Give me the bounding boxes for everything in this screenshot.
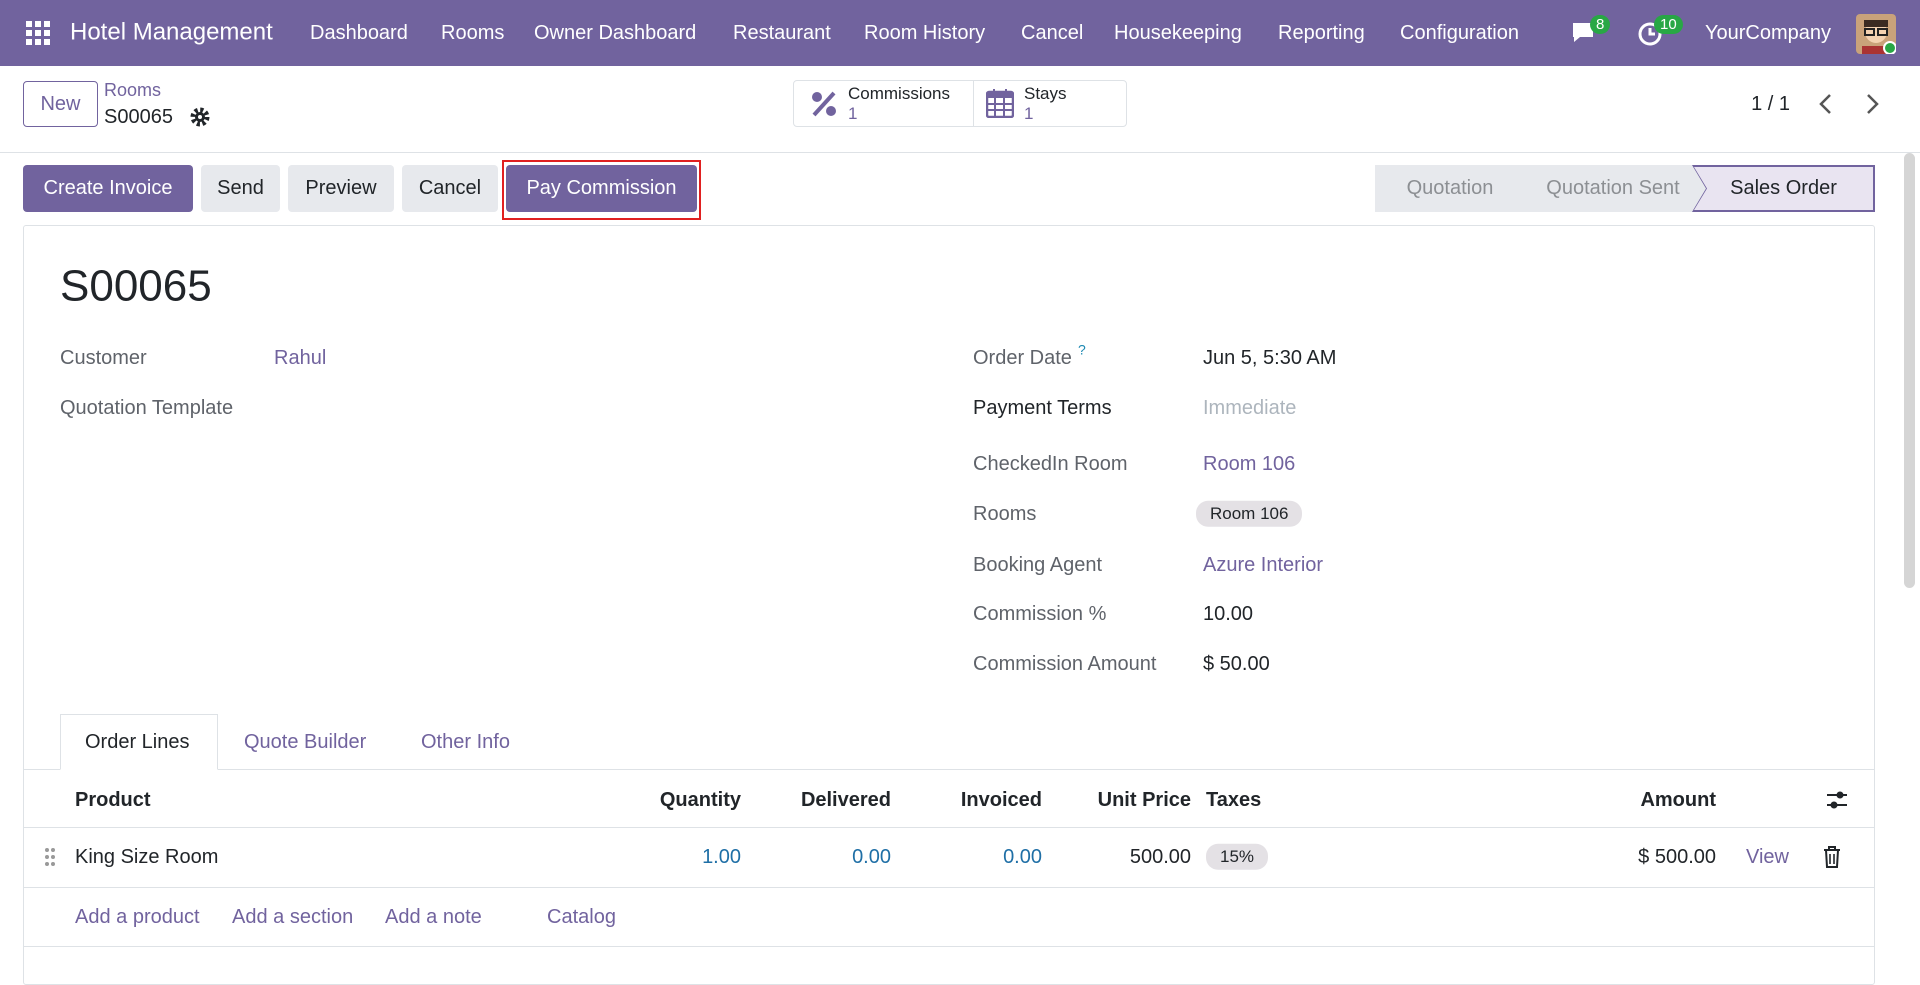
field-label: CheckedIn Room (973, 453, 1128, 475)
row-border (23, 946, 1875, 947)
activity-icon[interactable] (1638, 21, 1664, 47)
calendar-icon (986, 89, 1014, 118)
field-value: 10.00 (1203, 603, 1254, 625)
active-tab (60, 714, 218, 770)
add-link[interactable]: Catalog (547, 906, 616, 928)
menu-item[interactable]: Rooms (441, 22, 505, 44)
row-border (23, 827, 1875, 828)
gear-icon[interactable] (190, 107, 210, 127)
field-label: Booking Agent (973, 554, 1102, 576)
add-link[interactable]: Add a product (75, 906, 200, 928)
tag: Room 106 (1196, 500, 1303, 528)
smart-buttons (793, 80, 1127, 127)
column-header[interactable]: Invoiced (960, 789, 1042, 811)
delete-icon[interactable] (1823, 846, 1841, 868)
field-label: Commission Amount (973, 653, 1157, 675)
status-label[interactable]: Quotation Sent (1546, 177, 1680, 199)
column-header[interactable]: Unit Price (1097, 789, 1191, 811)
cell[interactable]: 0.00 (852, 846, 891, 868)
action-button[interactable]: Send (201, 165, 280, 212)
record-name: S00065 (104, 106, 173, 128)
cell: $ 500.00 (1638, 846, 1716, 868)
field-value[interactable]: Azure Interior (1203, 554, 1324, 576)
field-label: Order Date (973, 347, 1072, 369)
field-value[interactable]: Room 106 (1203, 453, 1296, 475)
record-title: S00065 (60, 261, 212, 311)
highlight-box (502, 160, 701, 220)
field-label: Quotation Template (60, 397, 234, 419)
cell: King Size Room (75, 846, 219, 868)
row-border (23, 887, 1875, 888)
tab-border (23, 769, 1875, 770)
field-label: Commission % (973, 603, 1107, 625)
field-value: Immediate (1203, 397, 1297, 419)
action-button[interactable]: Create Invoice (23, 165, 193, 212)
row-action[interactable]: View (1746, 846, 1789, 868)
menu-item[interactable]: Dashboard (310, 22, 408, 44)
action-button[interactable]: Preview (288, 165, 394, 212)
menu-item[interactable]: Housekeeping (1114, 22, 1242, 44)
field-value: Jun 5, 5:30 AM (1203, 347, 1337, 369)
add-link[interactable]: Add a section (232, 906, 354, 928)
field-value[interactable]: Rahul (274, 347, 327, 369)
chat-icon[interactable] (1570, 20, 1598, 46)
help-marker[interactable]: ? (1078, 341, 1086, 358)
navbar: Hotel Management 8 10 YourCompany Dashbo… (0, 0, 1920, 66)
cell: 500.00 (1129, 846, 1191, 868)
cell[interactable]: 0.00 (1003, 846, 1042, 868)
status-label[interactable]: Quotation (1406, 177, 1494, 199)
control-panel: New Rooms S00065 1 / 1 Commissions 1 Stays… (0, 66, 1920, 153)
menu-item[interactable]: Owner Dashboard (534, 22, 697, 44)
chat-badge: 8 (1590, 15, 1611, 34)
column-header[interactable]: Quantity (659, 789, 741, 811)
tax-tag: 15% (1206, 843, 1269, 871)
column-header[interactable]: Taxes (1206, 789, 1262, 811)
breadcrumb[interactable]: Rooms (104, 80, 162, 101)
smart-button-label[interactable]: Stays (1024, 83, 1067, 103)
add-link[interactable]: Add a note (385, 906, 482, 928)
field-label: Payment Terms (973, 397, 1112, 419)
column-header[interactable]: Product (75, 789, 151, 811)
cell[interactable]: 1.00 (702, 846, 741, 868)
drag-handle[interactable] (44, 847, 56, 867)
smart-button-count[interactable]: 1 (1024, 103, 1034, 123)
menu-item[interactable]: Room History (864, 22, 986, 44)
avatar[interactable] (1856, 14, 1896, 54)
optional-columns-icon[interactable] (1825, 788, 1849, 812)
pager: 1 / 1 (1751, 93, 1790, 115)
divider (973, 80, 974, 127)
scrollbar (1904, 153, 1915, 588)
activity-badge: 10 (1654, 15, 1683, 34)
menu-item[interactable]: Reporting (1278, 22, 1365, 44)
form-sheet (23, 225, 1875, 985)
tab[interactable]: Other Info (421, 731, 510, 753)
field-label: Customer (60, 347, 147, 369)
menu-item[interactable]: Restaurant (733, 22, 831, 44)
new-button[interactable]: New (23, 81, 98, 127)
smart-button-label[interactable]: Commissions (848, 83, 951, 103)
field-label: Rooms (973, 503, 1037, 525)
status-step[interactable]: Sales Order (1692, 165, 1875, 212)
status-step[interactable]: Quotation Sent (1508, 165, 1708, 212)
status-step[interactable]: Quotation (1375, 165, 1525, 212)
tab[interactable]: Quote Builder (244, 731, 367, 753)
pager-prev[interactable] (1816, 93, 1836, 115)
smart-button-count[interactable]: 1 (848, 103, 858, 123)
field-value: $ 50.00 (1203, 653, 1270, 675)
app-name[interactable]: Hotel Management (70, 18, 273, 46)
status-label[interactable]: Sales Order (1694, 167, 1873, 210)
percent-icon (812, 91, 836, 117)
action-button[interactable]: Pay Commission (506, 165, 697, 212)
action-button[interactable]: Cancel (402, 165, 498, 212)
menu-item[interactable]: Configuration (1400, 22, 1519, 44)
pager-next[interactable] (1862, 93, 1882, 115)
column-header[interactable]: Delivered (800, 789, 891, 811)
company-name[interactable]: YourCompany (1705, 22, 1832, 44)
tab[interactable]: Order Lines (85, 731, 190, 753)
menu-item[interactable]: Cancel (1021, 22, 1084, 44)
apps-icon[interactable] (26, 21, 50, 45)
column-header[interactable]: Amount (1640, 789, 1716, 811)
